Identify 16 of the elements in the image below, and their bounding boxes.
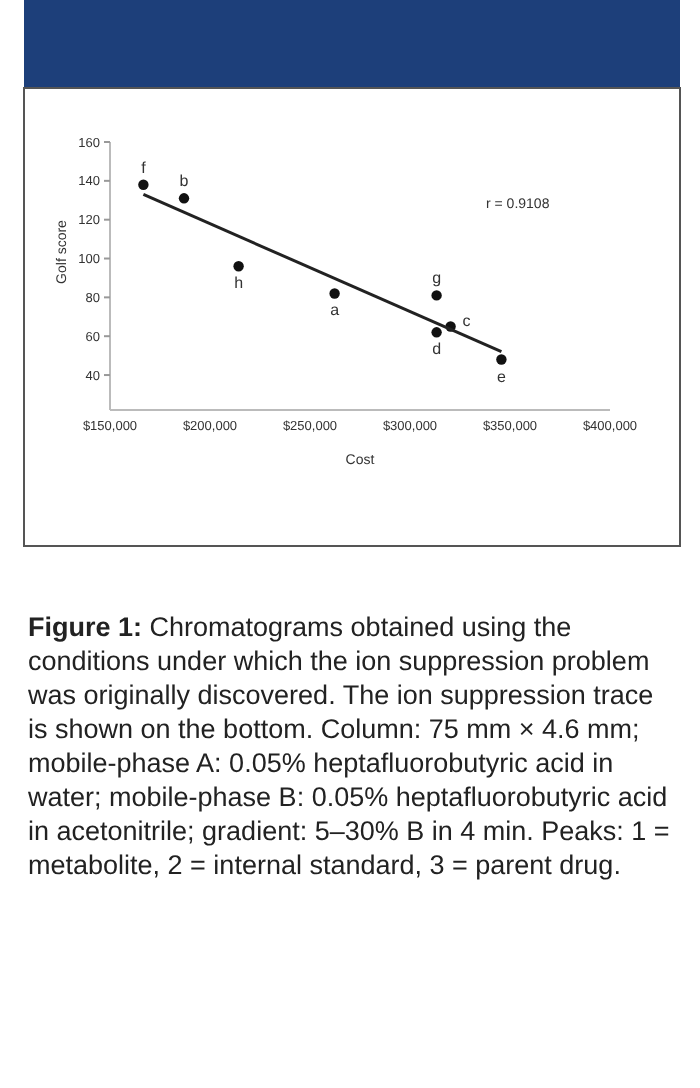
annotation: e [496, 367, 507, 386]
annotation: b [179, 172, 190, 191]
point [178, 193, 190, 204]
annotation: c [462, 312, 471, 331]
point [138, 179, 149, 190]
annotation: h [234, 274, 244, 293]
annotation: a [330, 301, 341, 320]
point [329, 288, 340, 299]
point [431, 290, 442, 301]
point [496, 354, 507, 365]
point [431, 327, 442, 338]
text: Figure 1: Chromatograms obtained using the conditions under which the ion suppression problem was originally discovered. The ion suppression trace is shown on the bottom. Column: 75 mm × 4.6 mm; mobile-phase A: 0.05% heptafluorobutyric acid in water; mobile-phase B: 0.05% heptafluorobutyric acid in acetonitrile; gradient: 5–30% B in 4 min. Peaks: 1 = metabolite, 2 = internal standard, 3 = parent drug. [28, 612, 670, 880]
point [233, 261, 244, 272]
annotation: g [432, 269, 442, 288]
annotation: d [432, 340, 442, 359]
annotation: f [141, 158, 148, 177]
